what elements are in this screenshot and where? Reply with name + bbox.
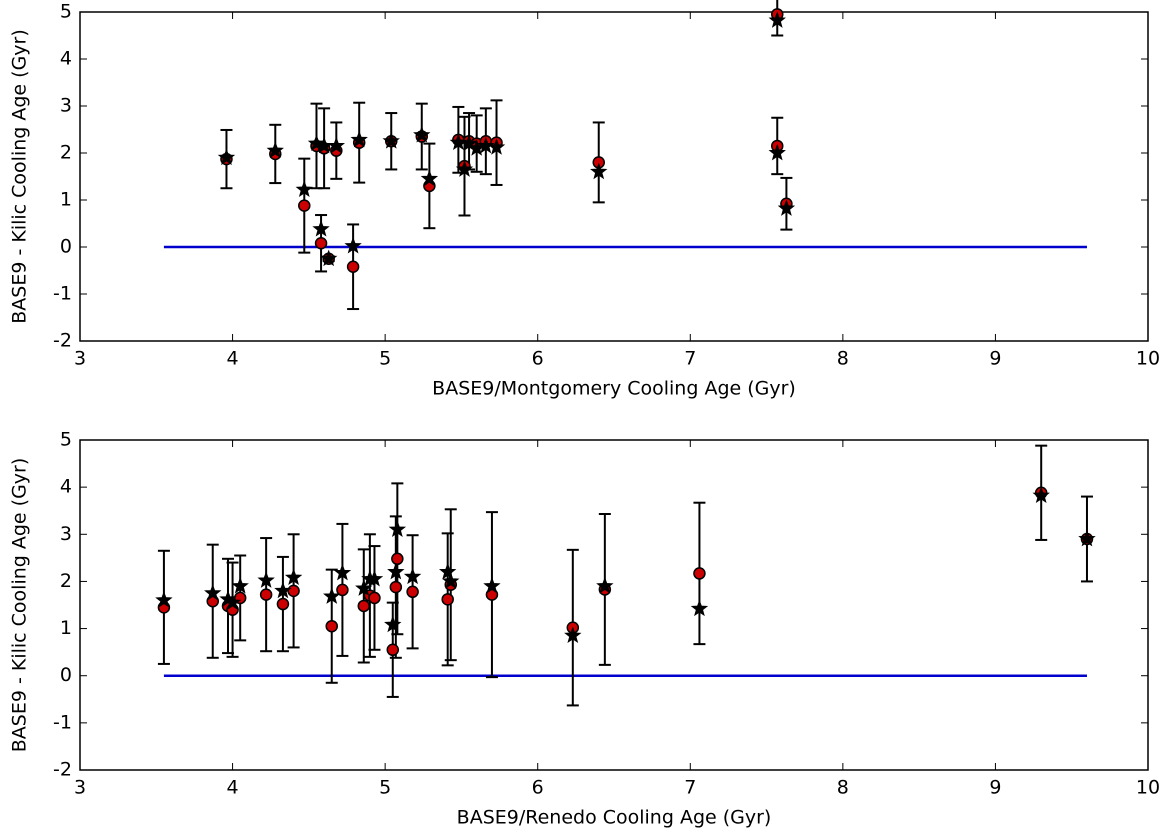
- star-point: [449, 133, 468, 151]
- y-tick-label: 1: [60, 617, 72, 639]
- star-point: [564, 626, 582, 644]
- y-tick-label: 0: [60, 664, 72, 686]
- x-tick-label: 4: [227, 777, 239, 799]
- star-point: [333, 563, 352, 581]
- circle-point: [276, 597, 290, 611]
- circle-point: [287, 584, 300, 598]
- star-point: [442, 572, 460, 589]
- y-tick-label: -2: [53, 330, 72, 352]
- circle-point: [346, 260, 360, 273]
- x-tick-label: 4: [227, 348, 239, 370]
- circle-point: [357, 599, 371, 613]
- star-point: [1078, 529, 1096, 547]
- x-tick-label: 10: [1136, 777, 1160, 799]
- star-point: [350, 130, 368, 148]
- star-point: [312, 219, 330, 237]
- x-tick-label: 7: [684, 348, 696, 370]
- x-tick-label: 7: [684, 777, 696, 799]
- star-point: [204, 584, 222, 601]
- plot-area: [79, 439, 1149, 771]
- star-point: [365, 569, 384, 587]
- star-point: [155, 591, 173, 608]
- x-tick-label: 3: [74, 348, 86, 370]
- circle-point: [368, 591, 381, 605]
- star-point: [323, 587, 341, 604]
- star-point: [487, 138, 506, 155]
- star-point: [266, 141, 284, 159]
- y-tick-label: 3: [60, 523, 72, 545]
- star-point: [319, 249, 338, 267]
- star-point: [413, 125, 431, 143]
- y-tick-label: 4: [60, 48, 72, 70]
- star-point: [295, 180, 313, 198]
- y-tick-label: 5: [60, 429, 72, 451]
- star-point: [217, 148, 236, 166]
- star-point: [384, 615, 402, 633]
- star-point: [460, 134, 478, 151]
- star-point: [388, 520, 407, 537]
- star-point: [439, 562, 457, 580]
- x-tick-label: 3: [74, 777, 86, 799]
- star-point: [274, 581, 292, 599]
- star-point: [344, 236, 362, 254]
- x-tick-label: 6: [532, 777, 544, 799]
- y-tick-label: 2: [60, 570, 72, 592]
- x-tick-label: 8: [837, 348, 849, 370]
- circle-point: [406, 585, 419, 599]
- y-axis-label: BASE9 - Kilic Cooling Age (Gyr): [9, 29, 31, 324]
- star-point: [768, 143, 786, 161]
- y-tick-label: 0: [60, 236, 72, 258]
- star-point: [284, 568, 303, 586]
- y-tick-label: 4: [60, 476, 72, 498]
- x-axis-label: BASE9/Renedo Cooling Age (Gyr): [457, 807, 772, 829]
- x-tick-label: 10: [1136, 348, 1160, 370]
- x-tick-label: 5: [379, 777, 391, 799]
- circle-point: [336, 583, 349, 597]
- y-tick-label: -1: [53, 711, 72, 733]
- star-point: [223, 593, 242, 611]
- star-point: [596, 576, 614, 594]
- circle-point: [389, 580, 403, 594]
- x-tick-label: 5: [379, 348, 391, 370]
- circle-point: [314, 236, 328, 250]
- star-point: [257, 571, 275, 588]
- star-point: [403, 567, 422, 585]
- star-point: [1032, 486, 1050, 504]
- star-point: [327, 136, 346, 154]
- x-tick-label: 6: [532, 348, 544, 370]
- star-point: [387, 562, 405, 580]
- star-point: [307, 134, 326, 151]
- circle-point: [391, 552, 404, 566]
- circle-point: [259, 588, 273, 601]
- star-point: [768, 11, 786, 28]
- star-point: [477, 136, 495, 154]
- y-tick-label: 3: [60, 95, 72, 117]
- plot-area: [79, 11, 1149, 342]
- star-point: [382, 132, 400, 149]
- x-tick-label: 9: [989, 348, 1001, 370]
- star-point: [231, 576, 249, 594]
- star-point: [777, 199, 796, 216]
- y-tick-label: 1: [60, 189, 72, 211]
- circle-point: [325, 619, 338, 633]
- y-tick-label: 2: [60, 142, 72, 164]
- y-tick-label: -2: [53, 759, 72, 781]
- star-point: [455, 160, 474, 177]
- star-point: [590, 162, 608, 180]
- y-tick-label: 5: [60, 1, 72, 23]
- x-tick-label: 8: [837, 777, 849, 799]
- star-point: [420, 169, 439, 187]
- star-point: [483, 576, 501, 594]
- circle-point: [386, 643, 400, 657]
- x-tick-label: 9: [989, 777, 1001, 799]
- y-tick-label: -1: [53, 283, 72, 305]
- circle-point: [693, 567, 706, 580]
- x-axis-label: BASE9/Montgomery Cooling Age (Gyr): [432, 378, 796, 400]
- y-axis-label: BASE9 - Kilic Cooling Age (Gyr): [9, 458, 31, 753]
- star-point: [690, 599, 709, 617]
- circle-point: [298, 199, 311, 212]
- circle-point: [441, 593, 454, 606]
